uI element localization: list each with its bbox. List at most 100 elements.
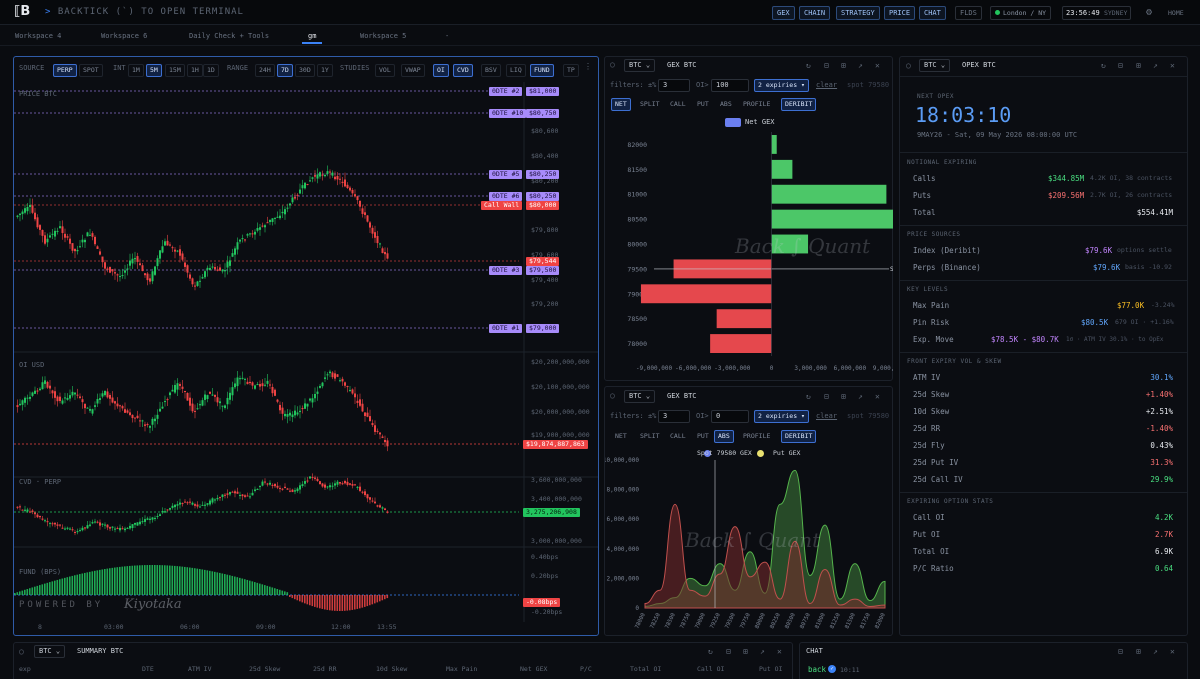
int-15m-button[interactable]: 15M	[165, 64, 185, 77]
tab-call[interactable]: CALL	[670, 100, 686, 108]
tab-workspace-6[interactable]: Workspace 6	[101, 32, 148, 40]
panel-drag-icon[interactable]: ○	[19, 647, 24, 656]
symbol-select[interactable]: BTC ⌄	[624, 390, 656, 403]
close-icon[interactable]: ✕	[1170, 647, 1175, 656]
nav-price-button[interactable]: PRICE	[884, 6, 916, 20]
command-bar[interactable]: > BACKTICK (`) TO OPEN TERMINAL	[45, 7, 244, 17]
window-icon[interactable]: ⊟	[726, 647, 731, 656]
study-bsv-button[interactable]: BSV	[481, 64, 501, 77]
column-header[interactable]: Total OI	[630, 665, 662, 673]
tab-add[interactable]: -	[445, 32, 450, 40]
expand-icon[interactable]: ↗	[1153, 647, 1158, 656]
panel-menu-icon[interactable]: ⋮	[584, 62, 592, 71]
column-header[interactable]: 25d Skew	[249, 665, 281, 673]
grid-icon[interactable]: ⊞	[1136, 647, 1141, 656]
clear-link[interactable]: clear	[816, 81, 838, 89]
grid-icon[interactable]: ⊞	[841, 392, 846, 401]
tab-split[interactable]: SPLIT	[640, 100, 660, 108]
column-header[interactable]: ATM IV	[188, 665, 212, 673]
study-vol-button[interactable]: VOL	[375, 64, 395, 77]
range-24h-button[interactable]: 24H	[255, 64, 275, 77]
oi-filter-input[interactable]: 0	[711, 410, 749, 423]
tab-gm[interactable]: gm	[302, 30, 323, 44]
panel-drag-icon[interactable]: ○	[610, 60, 615, 69]
tab-split[interactable]: SPLIT	[640, 432, 660, 440]
int-5m-button[interactable]: 5M	[146, 64, 162, 77]
window-icon[interactable]: ⊟	[1118, 61, 1123, 70]
tab-profile[interactable]: PROFILE	[743, 100, 771, 108]
refresh-icon[interactable]: ↻	[806, 61, 811, 70]
source-perp-button[interactable]: PERP	[53, 64, 77, 77]
gear-icon[interactable]: ⚙	[1146, 7, 1153, 18]
range-30d-button[interactable]: 30D	[295, 64, 315, 77]
int-1d-button[interactable]: 1D	[203, 64, 219, 77]
flds-button[interactable]: FLDS	[955, 6, 982, 20]
int-1m-button[interactable]: 1M	[128, 64, 144, 77]
study-fund-button[interactable]: FUND	[530, 64, 554, 77]
symbol-select[interactable]: BTC ⌄	[624, 59, 656, 72]
study-oi-button[interactable]: OI	[433, 64, 449, 77]
refresh-icon[interactable]: ↻	[708, 647, 713, 656]
column-header[interactable]: Put OI	[759, 665, 783, 673]
tab-put[interactable]: PUT	[697, 100, 709, 108]
column-header[interactable]: DTE	[142, 665, 154, 673]
close-icon[interactable]: ✕	[777, 647, 782, 656]
tab-daily-check[interactable]: Daily Check + Tools	[189, 32, 270, 40]
source-spot-button[interactable]: SPOT	[79, 64, 103, 77]
range-7d-button[interactable]: 7D	[277, 64, 293, 77]
expiries-select[interactable]: 2 expiries ▾	[754, 410, 809, 423]
window-icon[interactable]: ⊟	[1118, 647, 1123, 656]
symbol-select[interactable]: BTC ⌄	[919, 59, 951, 72]
pct-input[interactable]: 3	[658, 79, 690, 92]
column-header[interactable]: exp	[19, 665, 31, 673]
nav-chain-button[interactable]: CHAIN	[799, 6, 831, 20]
symbol-select[interactable]: BTC ⌄	[34, 645, 66, 658]
clear-link[interactable]: clear	[816, 412, 838, 420]
venue-deribit-button[interactable]: DERIBIT	[781, 430, 817, 443]
grid-icon[interactable]: ⊞	[743, 647, 748, 656]
tab-put[interactable]: PUT	[697, 432, 709, 440]
nav-chat-button[interactable]: CHAT	[919, 6, 946, 20]
column-header[interactable]: Call OI	[697, 665, 725, 673]
range-1y-button[interactable]: 1Y	[317, 64, 333, 77]
tab-workspace-5[interactable]: Workspace 5	[360, 32, 407, 40]
close-icon[interactable]: ✕	[875, 61, 880, 70]
study-cvd-button[interactable]: CVD	[453, 64, 473, 77]
home-link[interactable]: HOME	[1168, 9, 1184, 17]
grid-icon[interactable]: ⊞	[1136, 61, 1141, 70]
tab-net[interactable]: NET	[611, 98, 631, 111]
panel-drag-icon[interactable]: ○	[906, 61, 911, 70]
refresh-icon[interactable]: ↻	[1101, 61, 1106, 70]
expand-icon[interactable]: ↗	[858, 392, 863, 401]
venue-deribit-button[interactable]: DERIBIT	[781, 98, 817, 111]
pct-input[interactable]: 3	[658, 410, 690, 423]
close-icon[interactable]: ✕	[1170, 61, 1175, 70]
panel-drag-icon[interactable]: ○	[610, 391, 615, 400]
tab-workspace-4[interactable]: Workspace 4	[15, 32, 62, 40]
tab-profile[interactable]: PROFILE	[743, 432, 771, 440]
tab-call[interactable]: CALL	[670, 432, 686, 440]
column-header[interactable]: P/C	[580, 665, 592, 673]
nav-strategy-button[interactable]: STRATEGY	[836, 6, 880, 20]
chat-username[interactable]: back	[808, 665, 827, 674]
study-vwap-button[interactable]: VWAP	[401, 64, 425, 77]
study-tp-button[interactable]: TP	[563, 64, 579, 77]
tab-abs[interactable]: ABS	[720, 100, 732, 108]
oi-filter-input[interactable]: 100	[711, 79, 749, 92]
window-icon[interactable]: ⊟	[824, 392, 829, 401]
int-1h-button[interactable]: 1H	[187, 64, 203, 77]
tab-abs[interactable]: ABS	[714, 430, 734, 443]
session-indicator[interactable]: London / NY	[990, 6, 1052, 20]
study-liq-button[interactable]: LIQ	[506, 64, 526, 77]
expand-icon[interactable]: ↗	[1153, 61, 1158, 70]
nav-gex-button[interactable]: GEX	[772, 6, 795, 20]
expand-icon[interactable]: ↗	[760, 647, 765, 656]
refresh-icon[interactable]: ↻	[806, 392, 811, 401]
tab-net[interactable]: NET	[615, 432, 627, 440]
column-header[interactable]: 25d RR	[313, 665, 337, 673]
window-icon[interactable]: ⊟	[824, 61, 829, 70]
close-icon[interactable]: ✕	[875, 392, 880, 401]
expand-icon[interactable]: ↗	[858, 61, 863, 70]
app-logo[interactable]: ⟦B	[14, 4, 31, 19]
grid-icon[interactable]: ⊞	[841, 61, 846, 70]
